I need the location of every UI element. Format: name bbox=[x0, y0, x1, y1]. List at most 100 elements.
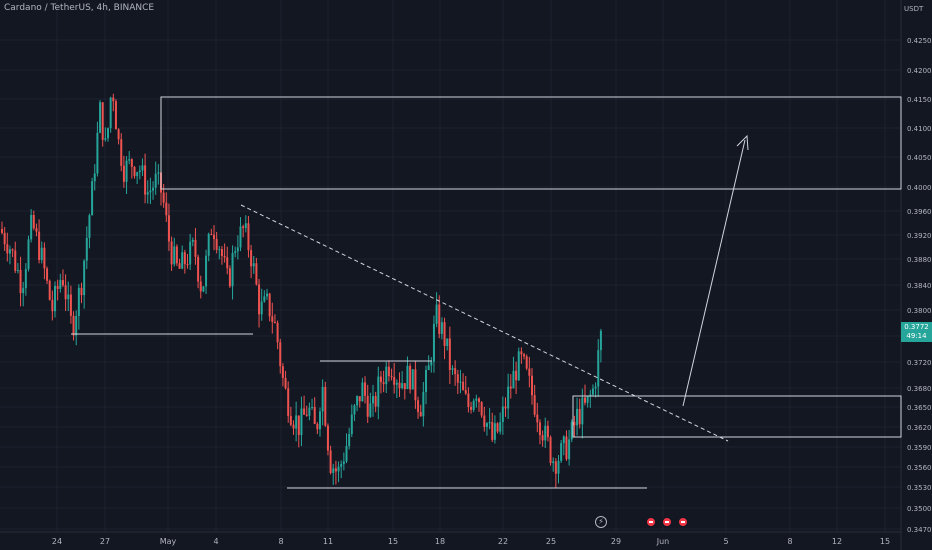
candle-body bbox=[183, 252, 186, 265]
candle-body bbox=[562, 436, 565, 444]
price-axis: 0.4250 0.4200 0.4150 0.4100 0.4050 0.4000 0.39… bbox=[907, 37, 932, 534]
candle-body bbox=[292, 424, 295, 429]
breakout-box bbox=[572, 395, 902, 438]
candle-body bbox=[231, 253, 234, 287]
candle-body bbox=[1, 229, 3, 233]
candle-body bbox=[64, 285, 67, 300]
candle-body bbox=[597, 350, 600, 387]
candle-body bbox=[342, 461, 345, 465]
candle-body bbox=[515, 370, 518, 381]
candle-body bbox=[488, 422, 491, 424]
candle-body bbox=[130, 159, 133, 167]
candle-body bbox=[11, 249, 14, 251]
event-flag-icon[interactable] bbox=[645, 516, 657, 528]
candle-body bbox=[236, 247, 239, 252]
candle-body bbox=[374, 396, 377, 407]
candle-body bbox=[51, 299, 54, 312]
candle-body bbox=[467, 393, 470, 407]
last-price: 0.3772 bbox=[904, 323, 929, 331]
candle-body bbox=[395, 382, 398, 385]
candle-body bbox=[157, 172, 160, 174]
candle-body bbox=[557, 460, 560, 474]
candle-body bbox=[279, 342, 282, 367]
candle-body bbox=[406, 365, 409, 390]
descending-trendline bbox=[240, 204, 729, 442]
price-tick-label: 0.3880 bbox=[907, 256, 932, 264]
candle-body bbox=[372, 396, 374, 404]
event-flag-icon[interactable] bbox=[661, 516, 673, 528]
candle-body bbox=[570, 421, 573, 440]
candle-body bbox=[350, 414, 353, 434]
candle-body bbox=[512, 370, 515, 389]
candle-body bbox=[324, 386, 327, 426]
candle-body bbox=[369, 403, 372, 417]
price-tick-label: 0.3530 bbox=[907, 484, 932, 492]
candle-body bbox=[189, 241, 192, 265]
candle-body bbox=[170, 241, 173, 265]
candle-body bbox=[122, 165, 125, 182]
candle-body bbox=[220, 249, 223, 256]
price-tick-label: 0.3920 bbox=[907, 232, 932, 240]
candle-body bbox=[146, 192, 149, 195]
bar-countdown: 49:14 bbox=[906, 332, 927, 340]
candle-body bbox=[337, 466, 340, 472]
candle-body bbox=[329, 450, 332, 473]
candle-body bbox=[345, 446, 348, 462]
currency-label: USDT bbox=[904, 5, 924, 13]
candle-body bbox=[276, 322, 279, 343]
candle-body bbox=[393, 377, 396, 385]
candle-body bbox=[340, 464, 343, 467]
candle-body bbox=[425, 369, 427, 392]
candle-body bbox=[398, 382, 401, 389]
candle-body bbox=[321, 386, 324, 412]
flash-event-icon[interactable]: ⚡ bbox=[595, 516, 607, 528]
candle-body bbox=[573, 421, 576, 426]
candle-body bbox=[40, 247, 43, 260]
candle-body bbox=[584, 397, 586, 403]
price-tick-label: 0.4050 bbox=[907, 154, 932, 162]
candle-body bbox=[554, 461, 557, 474]
candle-body bbox=[226, 257, 229, 269]
candle-body bbox=[215, 239, 218, 250]
candle-body bbox=[107, 128, 109, 139]
candle-body bbox=[263, 296, 266, 302]
candle-body bbox=[507, 386, 510, 409]
candle-body bbox=[128, 159, 131, 161]
candle-body bbox=[96, 132, 99, 174]
candle-body bbox=[538, 422, 541, 436]
candle-body bbox=[22, 288, 25, 294]
price-tick-label: 0.3960 bbox=[907, 208, 932, 216]
price-tick-label: 0.3500 bbox=[907, 505, 932, 513]
price-tick-label: 0.4200 bbox=[907, 67, 932, 75]
candle-body bbox=[358, 396, 361, 402]
candle-body bbox=[409, 365, 412, 390]
candle-body bbox=[271, 316, 274, 322]
candles bbox=[1, 93, 602, 488]
event-flag-icon[interactable] bbox=[677, 516, 689, 528]
candle-body bbox=[165, 202, 168, 216]
candle-body bbox=[32, 214, 35, 229]
candle-body bbox=[252, 263, 255, 267]
candle-body bbox=[581, 397, 584, 425]
resistance-box bbox=[160, 96, 902, 190]
candle-body bbox=[456, 374, 459, 383]
candle-body bbox=[56, 285, 59, 289]
candle-body bbox=[141, 165, 144, 171]
candle-body bbox=[91, 181, 94, 216]
price-tick-label: 0.4000 bbox=[907, 184, 932, 192]
price-tick-label: 0.3650 bbox=[907, 404, 932, 412]
drawings bbox=[71, 96, 902, 489]
candle-body bbox=[496, 423, 499, 432]
candle-body bbox=[334, 468, 337, 472]
candle-body bbox=[387, 366, 390, 377]
candle-body bbox=[411, 369, 414, 390]
candle-body bbox=[223, 255, 226, 258]
candle-body bbox=[205, 255, 208, 287]
candle-body bbox=[38, 231, 41, 260]
candle-body bbox=[59, 280, 62, 289]
time-axis: 24 27 May 4 8 11 15 18 22 25 29 Jun 5 8 12 15 bbox=[52, 537, 890, 546]
candle-body bbox=[401, 383, 404, 389]
candle-body bbox=[178, 263, 181, 269]
candle-body bbox=[289, 415, 292, 425]
